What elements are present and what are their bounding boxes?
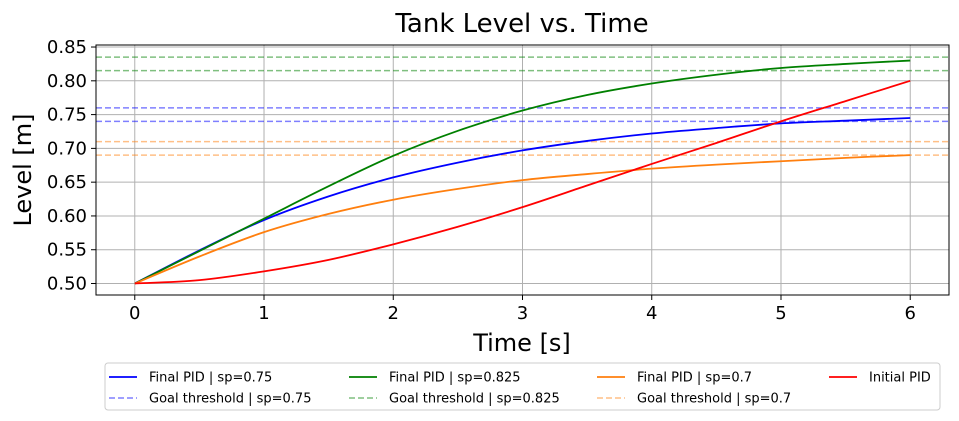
x-tick-layer: 0 1 2 3 4 5 6: [129, 295, 916, 324]
y-tick-label: 0.65: [47, 172, 87, 193]
x-tick-label: 1: [258, 303, 269, 324]
legend-items: Final PID | sp=0.75 Goal threshold | sp=0…: [109, 371, 931, 407]
y-tick-label: 0.75: [47, 105, 87, 126]
x-tick-label: 2: [388, 303, 399, 324]
x-tick-label: 6: [905, 303, 916, 324]
x-tick-label: 5: [775, 303, 786, 324]
legend-box: [104, 362, 941, 411]
y-tick-label: 0.55: [47, 240, 87, 261]
series-layer: [134, 59, 911, 285]
legend-label: Final PID | sp=0.7: [637, 371, 752, 386]
series-line: [134, 117, 911, 285]
legend: Final PID | sp=0.75 Goal threshold | sp=0…: [104, 362, 941, 411]
legend-label: Initial PID: [869, 371, 931, 386]
legend-label: Goal threshold | sp=0.75: [149, 392, 311, 407]
y-tick-label: 0.50: [47, 274, 87, 295]
y-tick-label: 0.80: [47, 71, 87, 92]
series-line: [134, 59, 911, 285]
legend-label: Goal threshold | sp=0.7: [637, 392, 791, 407]
y-axis-label: Level [m]: [9, 113, 37, 226]
legend-label: Final PID | sp=0.825: [389, 371, 521, 386]
threshold-layer: [96, 56, 949, 156]
y-tick-label: 0.70: [47, 138, 87, 159]
series-line: [134, 79, 911, 285]
x-axis-label: Time [s]: [472, 329, 571, 357]
chart-title: Tank Level vs. Time: [394, 9, 648, 39]
legend-label: Final PID | sp=0.75: [149, 371, 272, 386]
series-line: [134, 154, 911, 285]
grid-layer: [96, 45, 949, 295]
x-tick-label: 4: [646, 303, 657, 324]
x-tick-label: 3: [517, 303, 528, 324]
x-tick-label: 0: [129, 303, 140, 324]
legend-label: Goal threshold | sp=0.825: [389, 392, 560, 407]
y-tick-label: 0.85: [47, 37, 87, 58]
y-tick-label: 0.60: [47, 206, 87, 227]
y-tick-layer: 0.50 0.55 0.60 0.65 0.70 0.75 0.80 0.85: [47, 37, 96, 295]
